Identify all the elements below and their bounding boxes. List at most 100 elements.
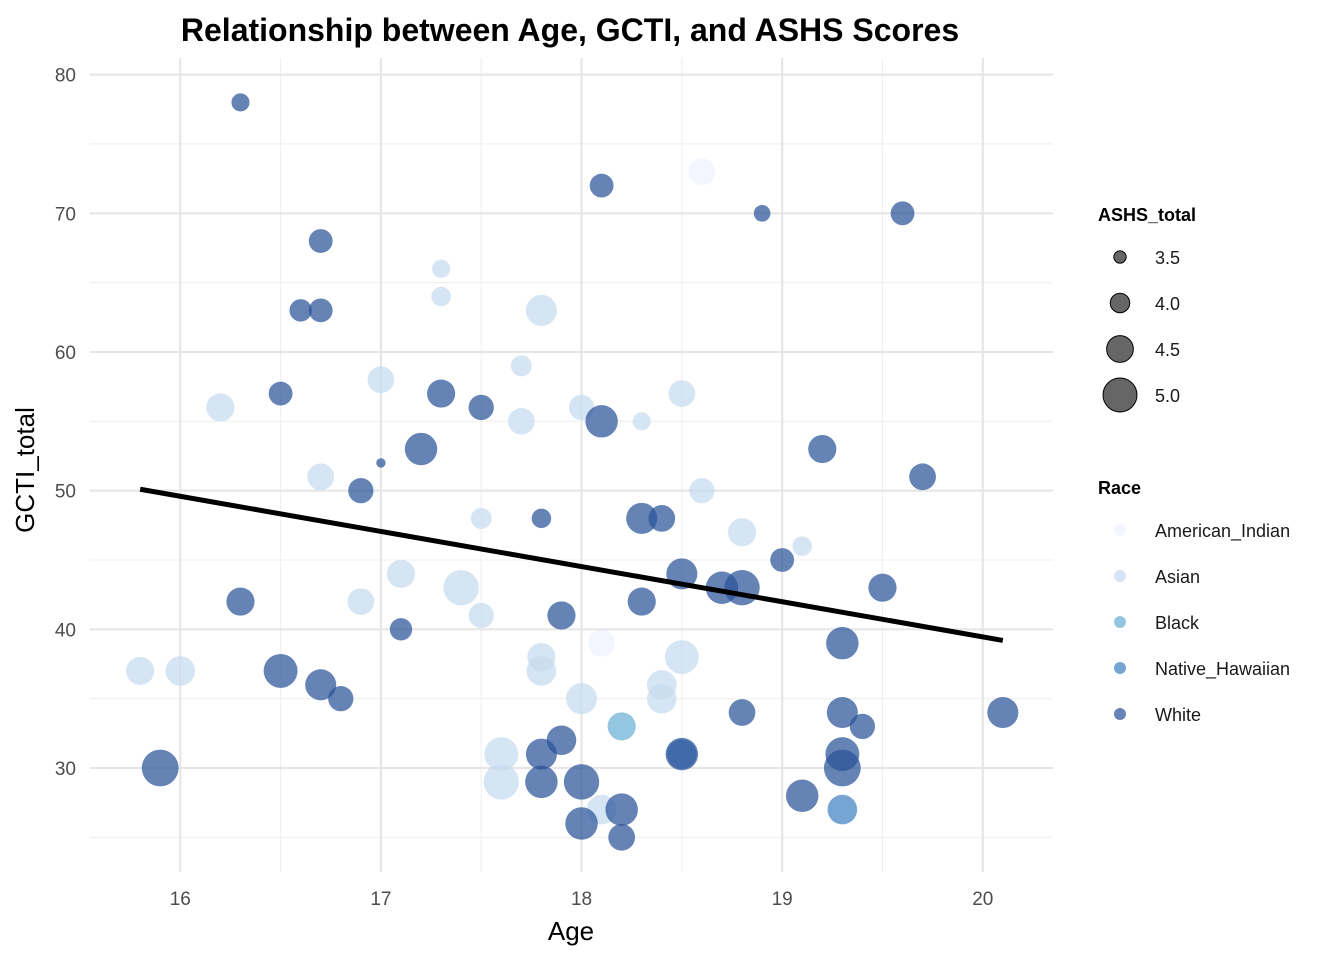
data-point bbox=[484, 737, 519, 772]
data-point bbox=[404, 432, 438, 466]
data-point bbox=[785, 779, 819, 812]
x-tick-label: 20 bbox=[972, 889, 993, 910]
data-point bbox=[206, 393, 235, 422]
data-point bbox=[585, 405, 618, 438]
data-point bbox=[443, 570, 479, 606]
color-legend-label: Black bbox=[1155, 613, 1200, 633]
data-point bbox=[376, 458, 386, 468]
data-point bbox=[827, 794, 858, 825]
data-point bbox=[289, 299, 312, 322]
x-tick-label: 16 bbox=[170, 889, 191, 910]
x-tick-label: 18 bbox=[571, 889, 592, 910]
data-point bbox=[547, 601, 576, 630]
x-tick-label: 17 bbox=[370, 889, 391, 910]
data-point bbox=[607, 712, 636, 741]
data-point bbox=[526, 656, 557, 686]
chart-title: Relationship between Age, GCTI, and ASHS… bbox=[181, 12, 959, 48]
data-point bbox=[525, 294, 557, 326]
data-point bbox=[348, 478, 374, 504]
grid bbox=[90, 58, 1053, 872]
data-point bbox=[468, 602, 494, 629]
trend-line bbox=[139, 486, 1004, 643]
data-point bbox=[389, 618, 413, 641]
color-legend: Race American_Indian Asian Black Native_Haw… bbox=[1098, 478, 1290, 725]
data-point bbox=[328, 686, 354, 712]
data-point bbox=[727, 518, 757, 547]
data-point bbox=[263, 653, 298, 688]
data-point bbox=[770, 548, 795, 572]
y-tick-label: 30 bbox=[55, 759, 76, 780]
data-point bbox=[305, 669, 337, 701]
data-point bbox=[605, 793, 638, 826]
data-point bbox=[531, 508, 552, 529]
x-axis-ticks: 16 17 18 19 20 bbox=[170, 889, 994, 910]
data-point bbox=[525, 765, 558, 799]
color-legend-label: American_Indian bbox=[1155, 521, 1290, 542]
data-points bbox=[126, 93, 1019, 851]
data-point bbox=[386, 559, 416, 588]
y-tick-label: 70 bbox=[55, 204, 76, 225]
data-point bbox=[753, 204, 771, 222]
data-point bbox=[626, 502, 658, 534]
color-legend-key bbox=[1114, 708, 1126, 720]
data-point bbox=[431, 286, 451, 307]
color-legend-key bbox=[1114, 662, 1126, 674]
size-legend: ASHS_total 3.5 4.0 4.5 5.0 bbox=[1098, 205, 1196, 413]
data-point bbox=[792, 536, 812, 556]
data-point bbox=[826, 697, 858, 729]
data-point bbox=[987, 697, 1019, 729]
size-legend-label: 3.5 bbox=[1155, 248, 1180, 268]
y-tick-label: 40 bbox=[55, 620, 76, 641]
color-legend-label: Asian bbox=[1155, 567, 1200, 587]
data-point bbox=[665, 737, 699, 771]
data-point bbox=[268, 381, 293, 406]
data-point bbox=[909, 463, 936, 491]
data-point bbox=[126, 656, 155, 686]
y-tick-label: 50 bbox=[55, 482, 76, 503]
data-point bbox=[432, 259, 451, 278]
data-point bbox=[468, 394, 494, 421]
x-tick-label: 19 bbox=[772, 889, 793, 910]
color-legend-key bbox=[1114, 616, 1126, 628]
y-axis-title: GCTI_total bbox=[10, 407, 40, 533]
size-legend-label: 4.0 bbox=[1155, 294, 1180, 314]
data-point bbox=[823, 749, 861, 787]
data-point bbox=[728, 699, 756, 726]
data-point bbox=[470, 507, 492, 529]
data-point bbox=[307, 463, 335, 491]
data-point bbox=[664, 640, 699, 675]
data-point bbox=[427, 379, 456, 408]
data-point bbox=[588, 629, 615, 657]
size-legend-key bbox=[1109, 292, 1131, 314]
data-point bbox=[483, 764, 519, 800]
data-point bbox=[565, 807, 598, 840]
data-point bbox=[226, 587, 255, 616]
size-legend-key bbox=[1113, 250, 1127, 264]
data-point bbox=[308, 298, 333, 323]
data-point bbox=[510, 355, 532, 377]
data-point bbox=[608, 823, 636, 851]
data-point bbox=[566, 683, 598, 715]
data-point bbox=[347, 588, 375, 615]
color-legend-label: Native_Hawaiian bbox=[1155, 659, 1290, 680]
size-legend-key bbox=[1106, 335, 1134, 363]
data-point bbox=[627, 587, 656, 616]
data-point bbox=[890, 201, 915, 226]
y-tick-label: 80 bbox=[55, 66, 76, 87]
x-axis-title: Age bbox=[548, 916, 594, 946]
data-point bbox=[688, 158, 716, 186]
data-point bbox=[668, 380, 696, 407]
y-axis-ticks: 30 40 50 60 70 80 bbox=[55, 66, 76, 780]
data-point bbox=[648, 505, 676, 532]
color-legend-label: White bbox=[1155, 705, 1201, 725]
data-point bbox=[808, 434, 837, 464]
data-point bbox=[563, 764, 600, 800]
data-point bbox=[165, 656, 196, 686]
data-point bbox=[868, 573, 897, 602]
color-legend-title: Race bbox=[1098, 478, 1141, 498]
y-tick-label: 60 bbox=[55, 343, 76, 364]
data-point bbox=[367, 366, 395, 394]
data-point bbox=[849, 713, 876, 740]
size-legend-title: ASHS_total bbox=[1098, 205, 1196, 225]
